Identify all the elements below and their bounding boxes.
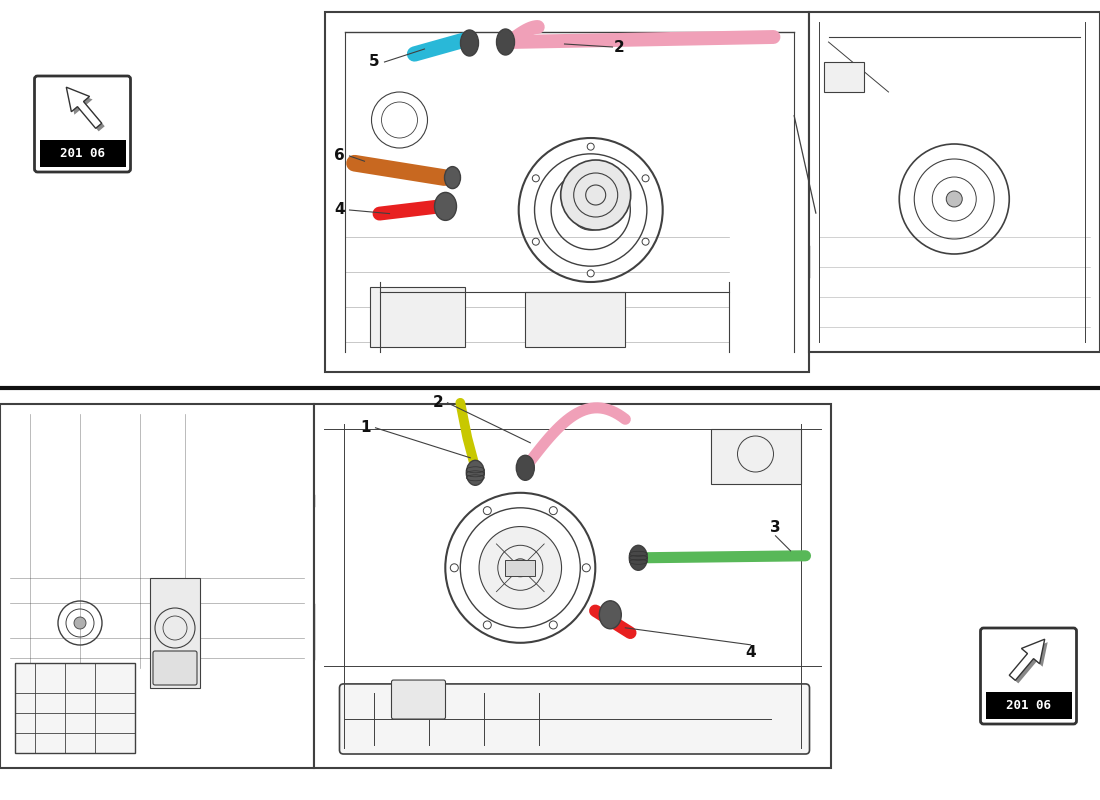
Polygon shape: [66, 87, 101, 128]
Text: 2: 2: [433, 395, 444, 410]
Circle shape: [582, 564, 591, 572]
Bar: [711, 429, 801, 484]
Text: 5: 5: [370, 54, 379, 70]
Ellipse shape: [516, 455, 535, 480]
Bar: [40, 140, 125, 167]
Text: a Parts Diagram.info: a Parts Diagram.info: [688, 74, 873, 186]
Bar: [824, 62, 864, 92]
Circle shape: [532, 238, 539, 245]
FancyBboxPatch shape: [34, 76, 131, 172]
Text: 3: 3: [770, 520, 781, 535]
Text: 201 06: 201 06: [60, 147, 104, 160]
Ellipse shape: [466, 460, 484, 486]
Polygon shape: [69, 90, 104, 131]
Text: 2: 2: [614, 39, 625, 54]
FancyBboxPatch shape: [980, 628, 1077, 724]
Circle shape: [946, 191, 962, 207]
Circle shape: [532, 175, 539, 182]
Circle shape: [478, 526, 561, 609]
Bar: [0, 404, 314, 768]
Bar: [150, 578, 200, 688]
Circle shape: [483, 621, 492, 629]
Ellipse shape: [629, 546, 647, 570]
Text: 4: 4: [745, 646, 756, 660]
Circle shape: [642, 175, 649, 182]
FancyBboxPatch shape: [340, 684, 810, 754]
Circle shape: [74, 617, 86, 629]
Ellipse shape: [496, 29, 515, 55]
Text: 6: 6: [334, 149, 345, 163]
Text: 201 06: 201 06: [1006, 699, 1050, 712]
Ellipse shape: [600, 601, 621, 629]
Bar: [525, 292, 625, 347]
Bar: [808, 12, 1100, 352]
FancyBboxPatch shape: [392, 680, 446, 719]
Bar: [986, 692, 1071, 719]
Ellipse shape: [461, 30, 478, 56]
Bar: [324, 12, 808, 372]
Circle shape: [587, 270, 594, 277]
Circle shape: [587, 143, 594, 150]
Ellipse shape: [434, 192, 456, 221]
FancyBboxPatch shape: [153, 651, 197, 685]
Circle shape: [512, 558, 529, 577]
Ellipse shape: [444, 166, 461, 189]
Circle shape: [549, 506, 558, 514]
Polygon shape: [1010, 639, 1045, 680]
Bar: [15, 663, 135, 753]
Polygon shape: [1012, 642, 1047, 683]
Circle shape: [483, 506, 492, 514]
Bar: [370, 287, 464, 347]
Bar: [314, 404, 830, 768]
Circle shape: [549, 621, 558, 629]
Circle shape: [642, 238, 649, 245]
Circle shape: [561, 160, 630, 230]
Bar: [505, 560, 536, 576]
Text: a Parts Diagram.info: a Parts Diagram.info: [487, 494, 673, 606]
Circle shape: [450, 564, 459, 572]
Text: 1: 1: [361, 420, 371, 435]
Text: 4: 4: [334, 202, 344, 218]
